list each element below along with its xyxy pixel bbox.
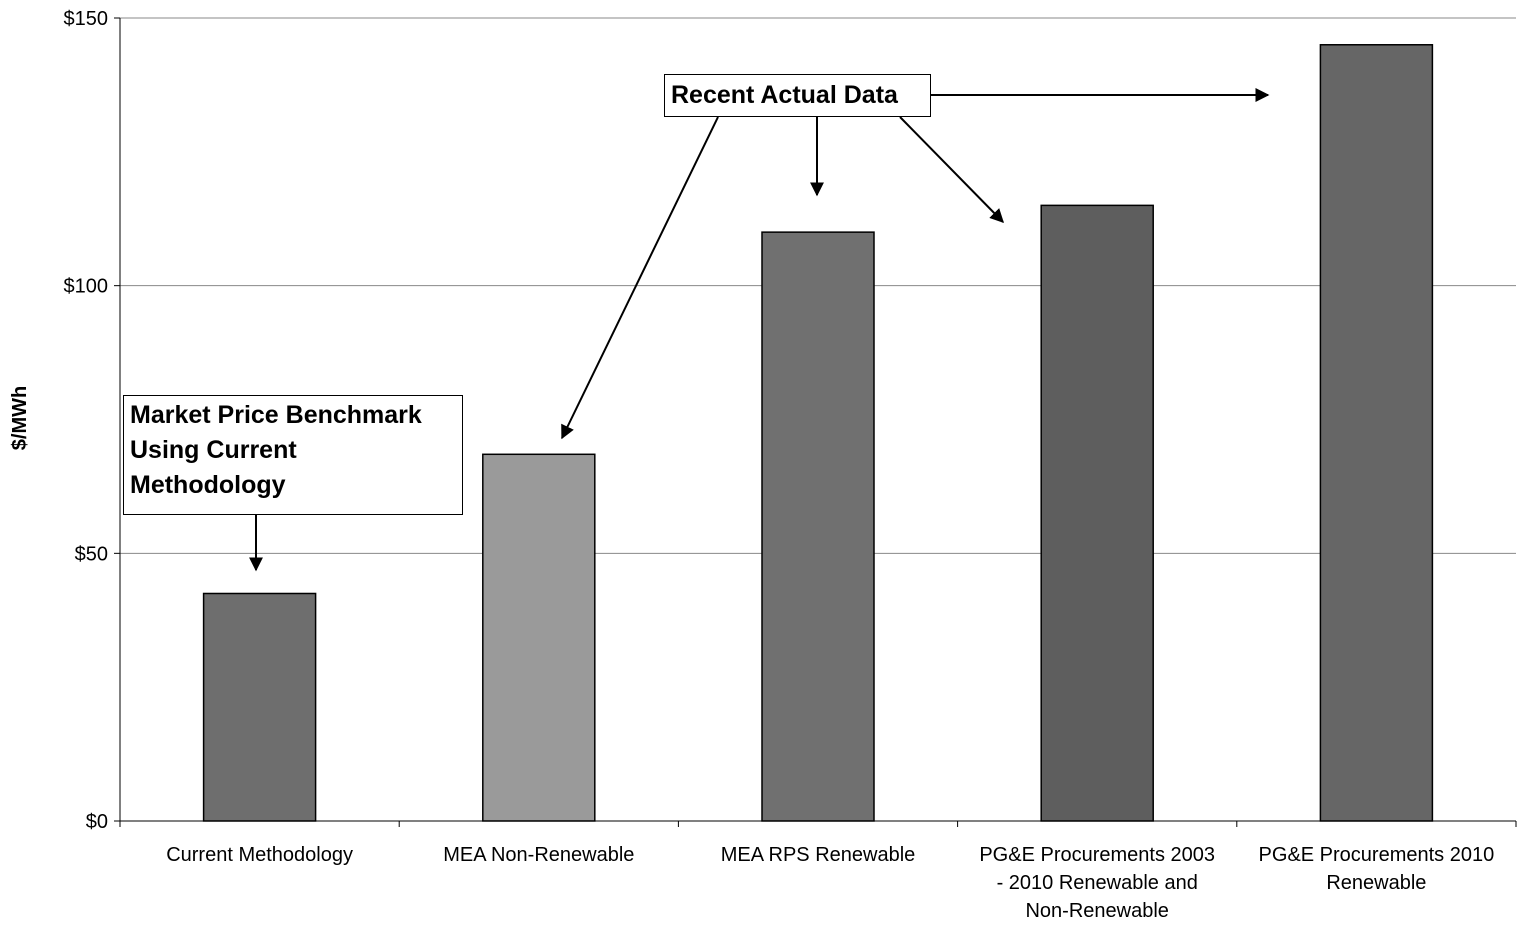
- arrow-pge-2003-2010: [899, 116, 1004, 223]
- y-tick-label: $50: [75, 543, 108, 565]
- x-tick-label: MEA Non-Renewable: [443, 844, 634, 866]
- x-tick-label-line: Renewable: [1326, 872, 1426, 894]
- x-tick-label: PG&E Procurements 2010 Renewable: [1259, 844, 1495, 894]
- annotation-line: Recent Actual Data: [671, 81, 898, 109]
- y-tick-label: $100: [64, 276, 109, 298]
- x-tick-label: Current Methodology: [166, 844, 353, 866]
- annotation-line: Methodology: [130, 471, 286, 499]
- labels: $0 $50 $100 $150 Current Methodology MEA Non-…: [64, 8, 1495, 922]
- annotation-recent-actual-data: Recent Actual Data: [664, 74, 931, 117]
- annotation-benchmark: Market Price Benchmark Using Current Met…: [123, 395, 463, 515]
- x-tick-label-line: PG&E Procurements 2003: [979, 844, 1215, 866]
- x-tick-label-line: MEA RPS Renewable: [721, 844, 916, 866]
- x-tick-label-line: - 2010 Renewable and: [997, 872, 1198, 894]
- bar: [482, 453, 596, 822]
- arrow-mea-non-renewable: [561, 116, 719, 440]
- y-tick-label: $150: [64, 8, 109, 30]
- x-tick-label: MEA RPS Renewable: [721, 844, 916, 866]
- x-tick-label-line: MEA Non-Renewable: [443, 844, 634, 866]
- annotation-arrows: [249, 88, 1270, 572]
- y-axis-label: $/MWh: [9, 386, 31, 450]
- x-tick-label-line: Current Methodology: [166, 844, 353, 866]
- bar: [1040, 204, 1154, 822]
- bar: [202, 592, 317, 822]
- bars: [202, 44, 1434, 822]
- annotation-line: Market Price Benchmark: [130, 401, 422, 429]
- x-tick-label-line: PG&E Procurements 2010: [1259, 844, 1495, 866]
- annotation-line: Using Current: [130, 436, 297, 464]
- y-tick-label: $0: [86, 811, 108, 833]
- bar: [761, 231, 875, 822]
- bar: [1319, 44, 1434, 822]
- x-tick-label-line: Non-Renewable: [1025, 900, 1168, 922]
- x-tick-label: PG&E Procurements 2003 - 2010 Renewable a…: [979, 844, 1215, 922]
